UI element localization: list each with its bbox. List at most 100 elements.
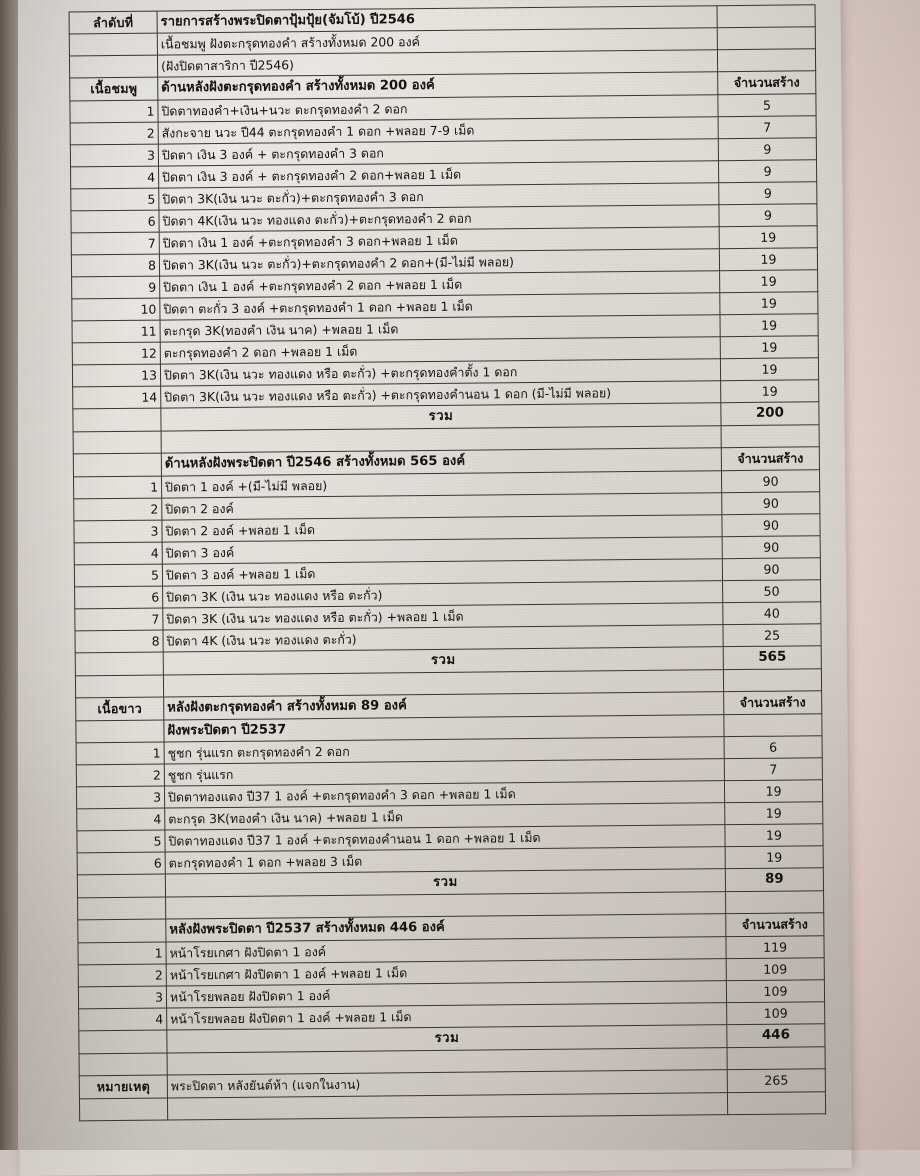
row-no: 9 xyxy=(71,276,160,299)
column-header-qty: จำนวนสร้าง xyxy=(723,690,822,715)
subtitle-no-cell xyxy=(69,33,158,56)
row-no: 5 xyxy=(76,830,166,853)
spacer-cell xyxy=(75,675,164,698)
column-header-qty: จำนวนสร้าง xyxy=(725,912,824,937)
row-quantity: 19 xyxy=(724,823,824,847)
production-table-wrapper: ลำดับที่ รายการสร้างพระปิดตาปุ้มปุ้ย(จัม… xyxy=(69,4,826,1121)
total-no-cell xyxy=(72,408,162,432)
total-no-cell xyxy=(75,652,164,676)
row-quantity: 9 xyxy=(718,203,818,227)
row-no: 7 xyxy=(74,608,163,631)
title-qty-cell xyxy=(717,4,816,28)
spacer-cell xyxy=(721,424,820,448)
row-no: 13 xyxy=(72,364,161,387)
subheader-no-cell xyxy=(75,720,165,743)
spacer-cell xyxy=(167,1092,728,1121)
row-no: 4 xyxy=(76,808,165,831)
section-material-label: เนื้อขาว xyxy=(75,697,164,721)
row-no: 4 xyxy=(78,1008,167,1031)
spacer-cell xyxy=(77,897,166,920)
row-no: 6 xyxy=(77,852,166,875)
row-quantity: 90 xyxy=(721,469,820,493)
note-label: หมายเหตุ xyxy=(79,1075,168,1099)
row-no: 5 xyxy=(70,188,159,211)
paper-sheet: ลำดับที่ รายการสร้างพระปิดตาปุ้มปุ้ย(จัม… xyxy=(8,0,852,1176)
row-quantity: 19 xyxy=(724,779,823,803)
row-no: 14 xyxy=(72,386,161,409)
row-no: 6 xyxy=(70,210,160,233)
total-no-cell xyxy=(78,1030,168,1054)
total-quantity: 446 xyxy=(726,1023,826,1048)
row-no: 6 xyxy=(74,586,163,609)
row-no: 2 xyxy=(70,122,159,145)
note-quantity: 265 xyxy=(727,1068,826,1093)
row-quantity: 109 xyxy=(726,1001,825,1025)
spacer-cell xyxy=(723,668,822,692)
subtitle-qty-cell xyxy=(717,26,816,50)
section-material-label xyxy=(73,453,162,477)
row-quantity: 90 xyxy=(722,535,821,559)
row-no: 4 xyxy=(74,542,163,565)
row-no: 8 xyxy=(74,630,164,653)
row-quantity: 40 xyxy=(722,601,821,625)
total-quantity: 565 xyxy=(723,645,822,670)
table-body: ลำดับที่ รายการสร้างพระปิดตาปุ้มปุ้ย(จัม… xyxy=(69,4,826,1121)
column-header-qty: จำนวนสร้าง xyxy=(717,70,816,95)
total-quantity: 89 xyxy=(725,867,824,892)
row-no: 2 xyxy=(73,498,162,521)
row-quantity: 90 xyxy=(721,513,821,537)
row-no: 3 xyxy=(78,986,167,1009)
row-quantity: 7 xyxy=(724,757,823,781)
row-no: 3 xyxy=(73,520,163,543)
spacer-cell xyxy=(725,890,824,914)
row-quantity: 19 xyxy=(719,291,818,315)
row-quantity: 7 xyxy=(718,115,817,139)
total-no-cell xyxy=(77,874,166,898)
row-no: 8 xyxy=(71,254,160,277)
row-quantity: 19 xyxy=(719,225,818,249)
column-header-qty: จำนวนสร้าง xyxy=(721,446,820,471)
row-quantity: 9 xyxy=(718,159,817,183)
row-quantity: 109 xyxy=(726,979,825,1003)
row-no: 1 xyxy=(77,942,167,965)
subheader-qty-cell xyxy=(723,713,823,737)
row-no: 4 xyxy=(70,166,159,189)
spacer-cell xyxy=(73,431,162,454)
row-no: 10 xyxy=(71,298,161,321)
row-quantity: 90 xyxy=(722,557,821,581)
row-quantity: 19 xyxy=(720,379,819,403)
row-quantity: 109 xyxy=(726,957,825,981)
spacer-cell xyxy=(727,1046,826,1070)
amulet-production-table: ลำดับที่ รายการสร้างพระปิดตาปุ้มปุ้ย(จัม… xyxy=(69,4,827,1121)
row-quantity: 9 xyxy=(718,137,817,161)
row-quantity: 19 xyxy=(720,335,819,359)
row-no: 11 xyxy=(72,320,161,343)
row-quantity: 19 xyxy=(724,801,823,825)
row-quantity: 19 xyxy=(725,845,824,869)
row-no: 1 xyxy=(76,742,165,765)
row-no: 3 xyxy=(76,786,165,809)
row-quantity: 19 xyxy=(719,269,818,293)
row-quantity: 90 xyxy=(721,491,820,515)
row-no: 12 xyxy=(72,342,161,365)
section-material-label: เนื้อชมพู xyxy=(69,77,158,101)
section-material-label xyxy=(77,919,166,943)
column-header-no: ลำดับที่ xyxy=(69,11,158,34)
row-no: 2 xyxy=(78,964,167,987)
spacer-cell xyxy=(79,1098,168,1121)
row-quantity: 6 xyxy=(724,735,823,759)
row-no: 1 xyxy=(69,100,159,123)
subtitle-qty-cell xyxy=(717,48,816,72)
row-no: 3 xyxy=(70,144,159,167)
row-quantity: 19 xyxy=(720,357,819,381)
row-quantity: 25 xyxy=(722,623,822,647)
row-quantity: 50 xyxy=(722,579,821,603)
row-no: 2 xyxy=(76,764,165,787)
subtitle-no-cell xyxy=(69,55,158,78)
row-quantity: 19 xyxy=(719,313,819,337)
total-quantity: 200 xyxy=(720,401,820,426)
row-no: 5 xyxy=(74,564,163,587)
spacer-cell xyxy=(727,1091,826,1115)
row-no: 7 xyxy=(71,232,160,255)
